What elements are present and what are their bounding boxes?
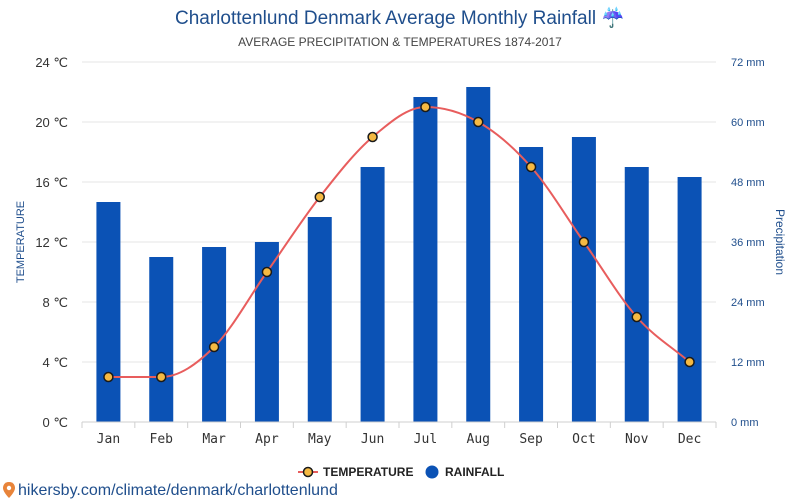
- temperature-point[interactable]: [578, 236, 590, 248]
- x-tick-label: Sep: [519, 432, 543, 447]
- rainfall-bar[interactable]: [202, 247, 227, 422]
- x-tick-label: Oct: [572, 432, 595, 447]
- legend-temperature-label: TEMPERATURE: [323, 465, 413, 479]
- chart-subtitle: AVERAGE PRECIPITATION & TEMPERATURES 187…: [238, 35, 562, 49]
- temperature-point[interactable]: [420, 101, 431, 113]
- x-tick-label: Jun: [361, 432, 384, 447]
- right-tick-label: 24 mm: [731, 297, 765, 309]
- legend-temperature-marker-icon: [302, 466, 314, 478]
- legend-item-rainfall[interactable]: RAINFALL: [425, 465, 505, 479]
- temperature-point[interactable]: [261, 266, 273, 278]
- rainfall-bar[interactable]: [677, 177, 702, 422]
- x-tick-label: Aug: [467, 432, 490, 447]
- source-url: hikersby.com/climate/denmark/charlottenl…: [18, 482, 338, 499]
- map-pin-hole-icon: [6, 485, 12, 491]
- temperature-markers: [103, 101, 695, 383]
- left-axis-title: TEMPERATURE: [15, 201, 27, 283]
- legend-rainfall-label: RAINFALL: [445, 465, 504, 479]
- temperature-point[interactable]: [525, 161, 537, 173]
- rainfall-bar[interactable]: [571, 137, 596, 422]
- rainfall-bars: [96, 87, 702, 422]
- x-tick-label: Mar: [202, 432, 226, 447]
- x-tick-label: Apr: [255, 432, 279, 447]
- temperature-point[interactable]: [156, 371, 167, 383]
- rainfall-bar[interactable]: [466, 87, 491, 422]
- rainfall-bar[interactable]: [360, 167, 385, 422]
- rainfall-bar[interactable]: [413, 97, 438, 422]
- temperature-point[interactable]: [684, 356, 695, 368]
- right-tick-label: 12 mm: [731, 357, 765, 369]
- left-tick-label: 0 ℃: [43, 415, 68, 430]
- right-axis-title: Precipitation: [773, 209, 787, 275]
- x-axis: Jan Feb Mar Apr May Jun Jul Aug Sep Oct Nov Dec: [81, 421, 717, 447]
- source-link[interactable]: hikersby.com/climate/denmark/charlottenl…: [3, 482, 338, 499]
- temperature-point[interactable]: [367, 131, 378, 143]
- left-axis-ticks: 0 ℃ 4 ℃ 8 ℃ 12 ℃ 16 ℃ 20 ℃ 24 ℃: [35, 55, 68, 430]
- temperature-point[interactable]: [103, 371, 114, 383]
- x-tick-label: Dec: [678, 432, 701, 447]
- rainfall-bar[interactable]: [624, 167, 649, 422]
- right-tick-label: 72 mm: [731, 57, 765, 69]
- chart-title: Charlottenlund Denmark Average Monthly R…: [175, 6, 625, 29]
- x-tick-label: Nov: [625, 432, 649, 447]
- left-tick-label: 4 ℃: [43, 355, 68, 370]
- right-tick-label: 0 mm: [731, 417, 759, 429]
- temperature-point[interactable]: [631, 311, 642, 323]
- rainfall-bar[interactable]: [96, 202, 121, 422]
- left-tick-label: 24 ℃: [35, 55, 68, 70]
- x-tick-label: Jan: [97, 432, 120, 447]
- legend-rainfall-dot-icon: [425, 465, 439, 479]
- left-tick-label: 16 ℃: [35, 175, 68, 190]
- x-tick-label: Feb: [150, 432, 174, 447]
- temperature-point[interactable]: [314, 191, 325, 203]
- grid-lines: [82, 61, 716, 363]
- rainfall-bar[interactable]: [149, 257, 174, 422]
- legend: TEMPERATURE RAINFALL: [298, 465, 504, 479]
- x-tick-label: May: [308, 432, 332, 447]
- left-tick-label: 8 ℃: [43, 295, 68, 310]
- right-tick-label: 60 mm: [731, 117, 765, 129]
- left-tick-label: 12 ℃: [35, 235, 68, 250]
- temperature-point[interactable]: [473, 116, 484, 128]
- right-axis-ticks: 0 mm 12 mm 24 mm 36 mm 48 mm 60 mm 72 mm: [731, 57, 765, 429]
- left-tick-label: 20 ℃: [35, 115, 68, 130]
- x-tick-label: Jul: [414, 432, 437, 447]
- rainfall-bar[interactable]: [519, 147, 544, 422]
- rainfall-bar[interactable]: [307, 217, 332, 422]
- right-tick-label: 48 mm: [731, 177, 765, 189]
- temperature-point[interactable]: [208, 341, 220, 353]
- legend-item-temperature[interactable]: TEMPERATURE: [298, 465, 413, 479]
- right-tick-label: 36 mm: [731, 237, 765, 249]
